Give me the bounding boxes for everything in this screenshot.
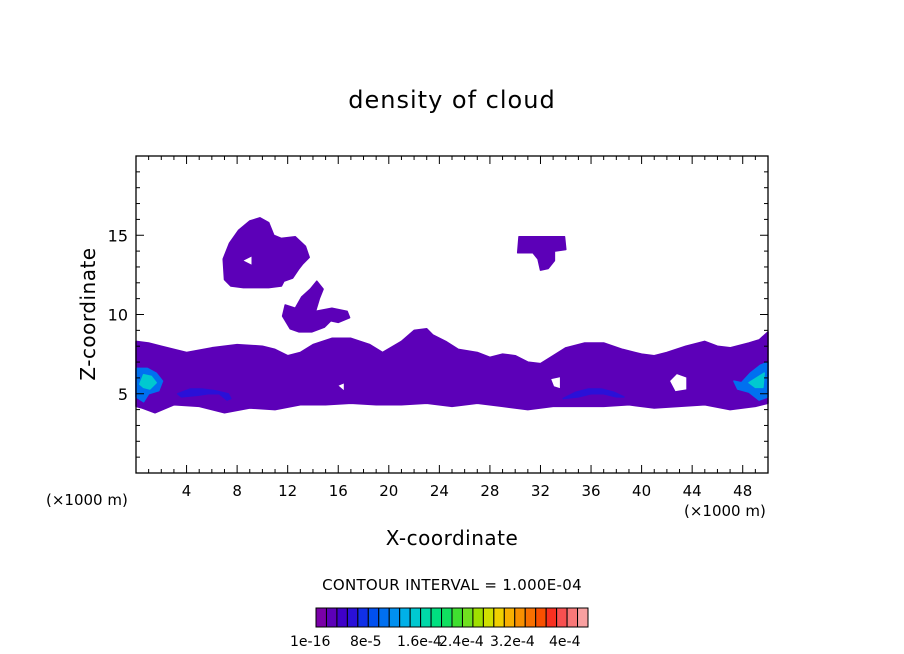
cloud-region-1	[222, 217, 310, 289]
colorbar-swatch	[535, 607, 547, 628]
colorbar-swatch	[503, 607, 516, 628]
x-tick-label: 12	[278, 482, 297, 500]
contour-fills	[135, 217, 769, 414]
colorbar-swatch	[388, 607, 401, 628]
clear-gap-3	[338, 383, 344, 391]
colorbar	[315, 607, 589, 628]
cloud-region-3	[516, 236, 567, 271]
colorbar-swatch	[441, 607, 453, 628]
colorbar-swatch	[461, 607, 474, 628]
x-tick-label: 24	[430, 482, 449, 500]
colorbar-swatch	[367, 607, 380, 628]
colorbar-swatch	[346, 607, 359, 628]
chart-title: density of cloud	[348, 86, 556, 114]
colorbar-label: 1.6e-4	[397, 634, 442, 650]
cloud-region-2	[281, 280, 351, 333]
colorbar-labels: 1e-16 8e-5 1.6e-4 2.4e-4 3.2e-4 4e-4	[290, 634, 620, 652]
colorbar-swatch	[556, 607, 568, 628]
colorbar-swatch	[482, 607, 495, 628]
colorbar-label: 3.2e-4	[490, 634, 535, 650]
colorbar-swatch	[493, 607, 505, 628]
colorbar-swatch	[566, 607, 579, 628]
colorbar-label: 8e-5	[350, 634, 382, 650]
z-axis-label: Z-coordinate	[76, 247, 100, 381]
colorbar-swatch	[472, 607, 484, 628]
x-tick-label: 16	[329, 482, 348, 500]
contour-interval-text: CONTOUR INTERVAL = 1.000E-04	[322, 576, 582, 594]
cloud-region-8	[139, 373, 157, 390]
colorbar-swatch	[325, 607, 338, 628]
colorbar-swatch	[514, 607, 526, 628]
x-tick-label: 48	[733, 482, 752, 500]
cloud-region-9	[748, 372, 765, 389]
x-tick-label: 44	[683, 482, 702, 500]
z-tick-label: 10	[108, 306, 128, 325]
z-axis-unit: (×1000 m)	[46, 491, 128, 509]
colorbar-swatch	[357, 607, 369, 628]
x-axis-unit: (×1000 m)	[684, 502, 766, 520]
colorbar-swatch	[430, 607, 443, 628]
x-tick-label: 32	[531, 482, 550, 500]
colorbar-label: 4e-4	[549, 634, 581, 650]
colorbar-label: 1e-16	[290, 634, 331, 650]
colorbar-swatch	[378, 607, 390, 628]
cloud-region-4	[176, 388, 232, 401]
colorbar-swatch	[315, 607, 327, 628]
x-axis-label: X-coordinate	[385, 526, 519, 550]
cloud-region-5	[562, 388, 625, 400]
plot-frame	[135, 155, 769, 474]
colorbar-swatch	[545, 607, 558, 628]
x-tick-label: 8	[232, 482, 242, 500]
colorbar-swatch	[336, 607, 348, 628]
cloud-region-0	[135, 328, 769, 414]
colorbar-swatch	[524, 607, 537, 628]
clear-gap-0	[243, 256, 252, 265]
colorbar-swatch	[451, 607, 463, 628]
x-tick-label: 20	[379, 482, 398, 500]
z-tick-label: 5	[118, 385, 128, 404]
colorbar-swatch	[420, 607, 432, 628]
x-tick-label: 36	[581, 482, 600, 500]
axis-ticks	[136, 156, 768, 473]
colorbar-swatch	[577, 607, 589, 628]
x-tick-label: 28	[480, 482, 499, 500]
colorbar-label: 2.4e-4	[439, 634, 484, 650]
colorbar-swatch	[409, 607, 422, 628]
x-tick-label: 40	[632, 482, 651, 500]
clear-gap-1	[551, 377, 560, 389]
colorbar-swatch	[399, 607, 411, 628]
x-tick-label: 4	[182, 482, 192, 500]
clear-gap-2	[670, 374, 687, 392]
z-tick-label: 15	[108, 226, 128, 245]
